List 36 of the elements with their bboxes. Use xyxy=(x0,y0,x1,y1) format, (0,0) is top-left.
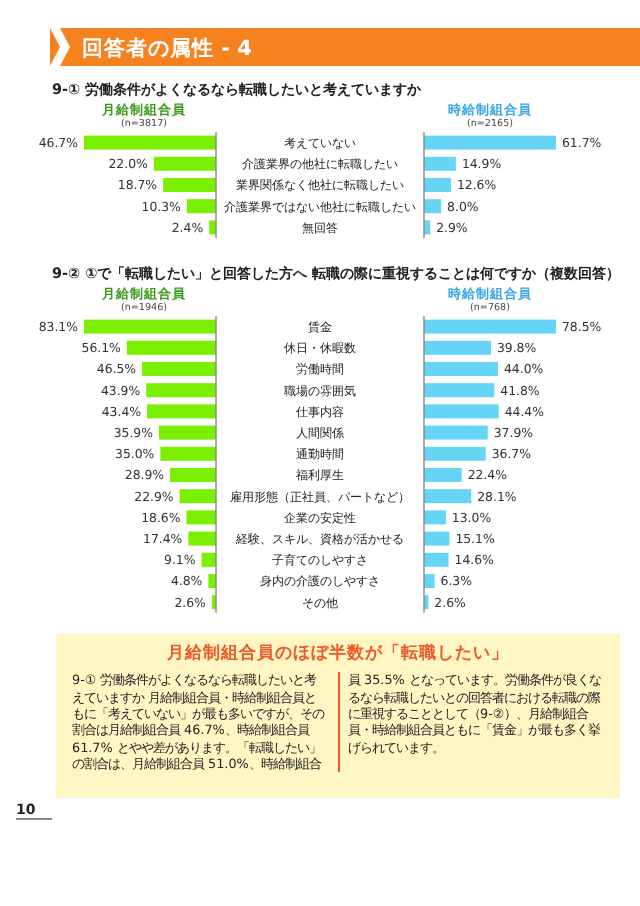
bar xyxy=(147,404,216,419)
bar xyxy=(146,383,216,398)
bar xyxy=(84,319,216,334)
bar xyxy=(424,319,556,334)
bar xyxy=(188,531,216,546)
bar xyxy=(186,510,216,525)
bar xyxy=(424,468,462,482)
bar xyxy=(424,340,491,355)
bar xyxy=(142,362,216,376)
text: 月給制組合員のほぼ半数が「転職したい」 xyxy=(165,642,511,667)
bar xyxy=(179,489,216,504)
bar xyxy=(158,425,216,440)
bar xyxy=(201,552,216,567)
bar xyxy=(424,178,451,192)
bar xyxy=(424,404,499,419)
bar xyxy=(170,468,216,482)
bar xyxy=(424,446,486,461)
bar xyxy=(424,552,449,567)
bar xyxy=(153,156,216,171)
bar xyxy=(424,531,450,546)
bar xyxy=(424,156,456,171)
bar xyxy=(424,574,435,588)
bar xyxy=(424,489,472,504)
bar xyxy=(208,574,216,588)
bar xyxy=(160,446,216,461)
bar xyxy=(424,362,498,376)
bar xyxy=(424,199,442,214)
bar xyxy=(424,135,556,150)
bar xyxy=(84,135,216,150)
bar xyxy=(424,383,495,398)
bar xyxy=(186,199,216,214)
bar xyxy=(424,510,446,525)
bar xyxy=(163,178,216,192)
bar xyxy=(424,425,488,440)
bar xyxy=(126,340,216,355)
text: 回答者の属性 - 4 xyxy=(82,35,252,61)
